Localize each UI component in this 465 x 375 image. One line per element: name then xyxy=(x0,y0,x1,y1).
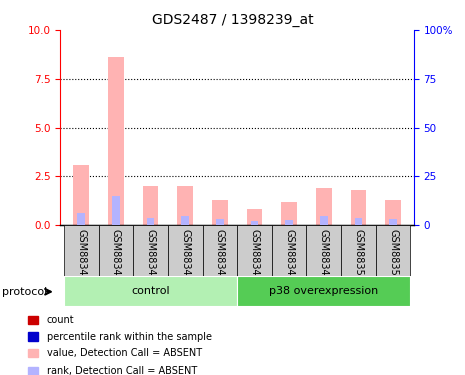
Text: GSM88341: GSM88341 xyxy=(76,229,86,282)
Bar xyxy=(212,200,228,225)
Bar xyxy=(108,57,124,225)
Bar xyxy=(77,213,85,225)
Text: rank, Detection Call = ABSENT: rank, Detection Call = ABSENT xyxy=(47,366,197,375)
Bar xyxy=(99,225,133,276)
Text: count: count xyxy=(47,315,74,325)
Text: GSM88345: GSM88345 xyxy=(215,229,225,282)
Bar xyxy=(27,350,38,357)
Text: GSM88350: GSM88350 xyxy=(353,229,364,282)
Text: GSM88343: GSM88343 xyxy=(146,229,155,282)
Bar xyxy=(306,225,341,276)
Text: control: control xyxy=(131,286,170,296)
Bar xyxy=(146,218,154,225)
Bar xyxy=(320,216,328,225)
Text: GSM88349: GSM88349 xyxy=(319,229,329,282)
Bar xyxy=(385,200,401,225)
Bar xyxy=(143,186,158,225)
Bar xyxy=(341,225,376,276)
Bar xyxy=(316,188,332,225)
Text: GSM88344: GSM88344 xyxy=(180,229,190,282)
Bar xyxy=(202,225,237,276)
Text: value, Detection Call = ABSENT: value, Detection Call = ABSENT xyxy=(47,348,202,358)
Bar xyxy=(216,219,224,225)
Bar xyxy=(73,165,89,225)
Bar xyxy=(272,225,306,276)
Text: GSM88352: GSM88352 xyxy=(388,229,398,282)
Bar xyxy=(281,202,297,225)
Bar xyxy=(133,225,168,276)
Text: GSM88346: GSM88346 xyxy=(250,229,259,282)
Bar xyxy=(27,367,38,375)
Bar xyxy=(285,220,293,225)
Bar xyxy=(112,196,120,225)
Text: GSM88342: GSM88342 xyxy=(111,229,121,282)
Bar xyxy=(27,316,38,324)
Bar xyxy=(168,225,202,276)
Text: GSM88348: GSM88348 xyxy=(284,229,294,282)
Text: GDS2487 / 1398239_at: GDS2487 / 1398239_at xyxy=(152,13,313,27)
Bar xyxy=(351,190,366,225)
Text: protocol: protocol xyxy=(2,287,47,297)
Bar xyxy=(177,186,193,225)
Bar xyxy=(64,225,99,276)
Bar xyxy=(246,209,262,225)
Bar xyxy=(354,218,362,225)
Bar xyxy=(376,225,411,276)
Text: p38 overexpression: p38 overexpression xyxy=(269,286,379,296)
Bar xyxy=(251,221,259,225)
Bar xyxy=(27,333,38,340)
Bar xyxy=(64,276,237,306)
Bar xyxy=(181,216,189,225)
Bar xyxy=(237,225,272,276)
Bar xyxy=(237,276,411,306)
Text: percentile rank within the sample: percentile rank within the sample xyxy=(47,332,212,342)
Bar xyxy=(389,219,397,225)
